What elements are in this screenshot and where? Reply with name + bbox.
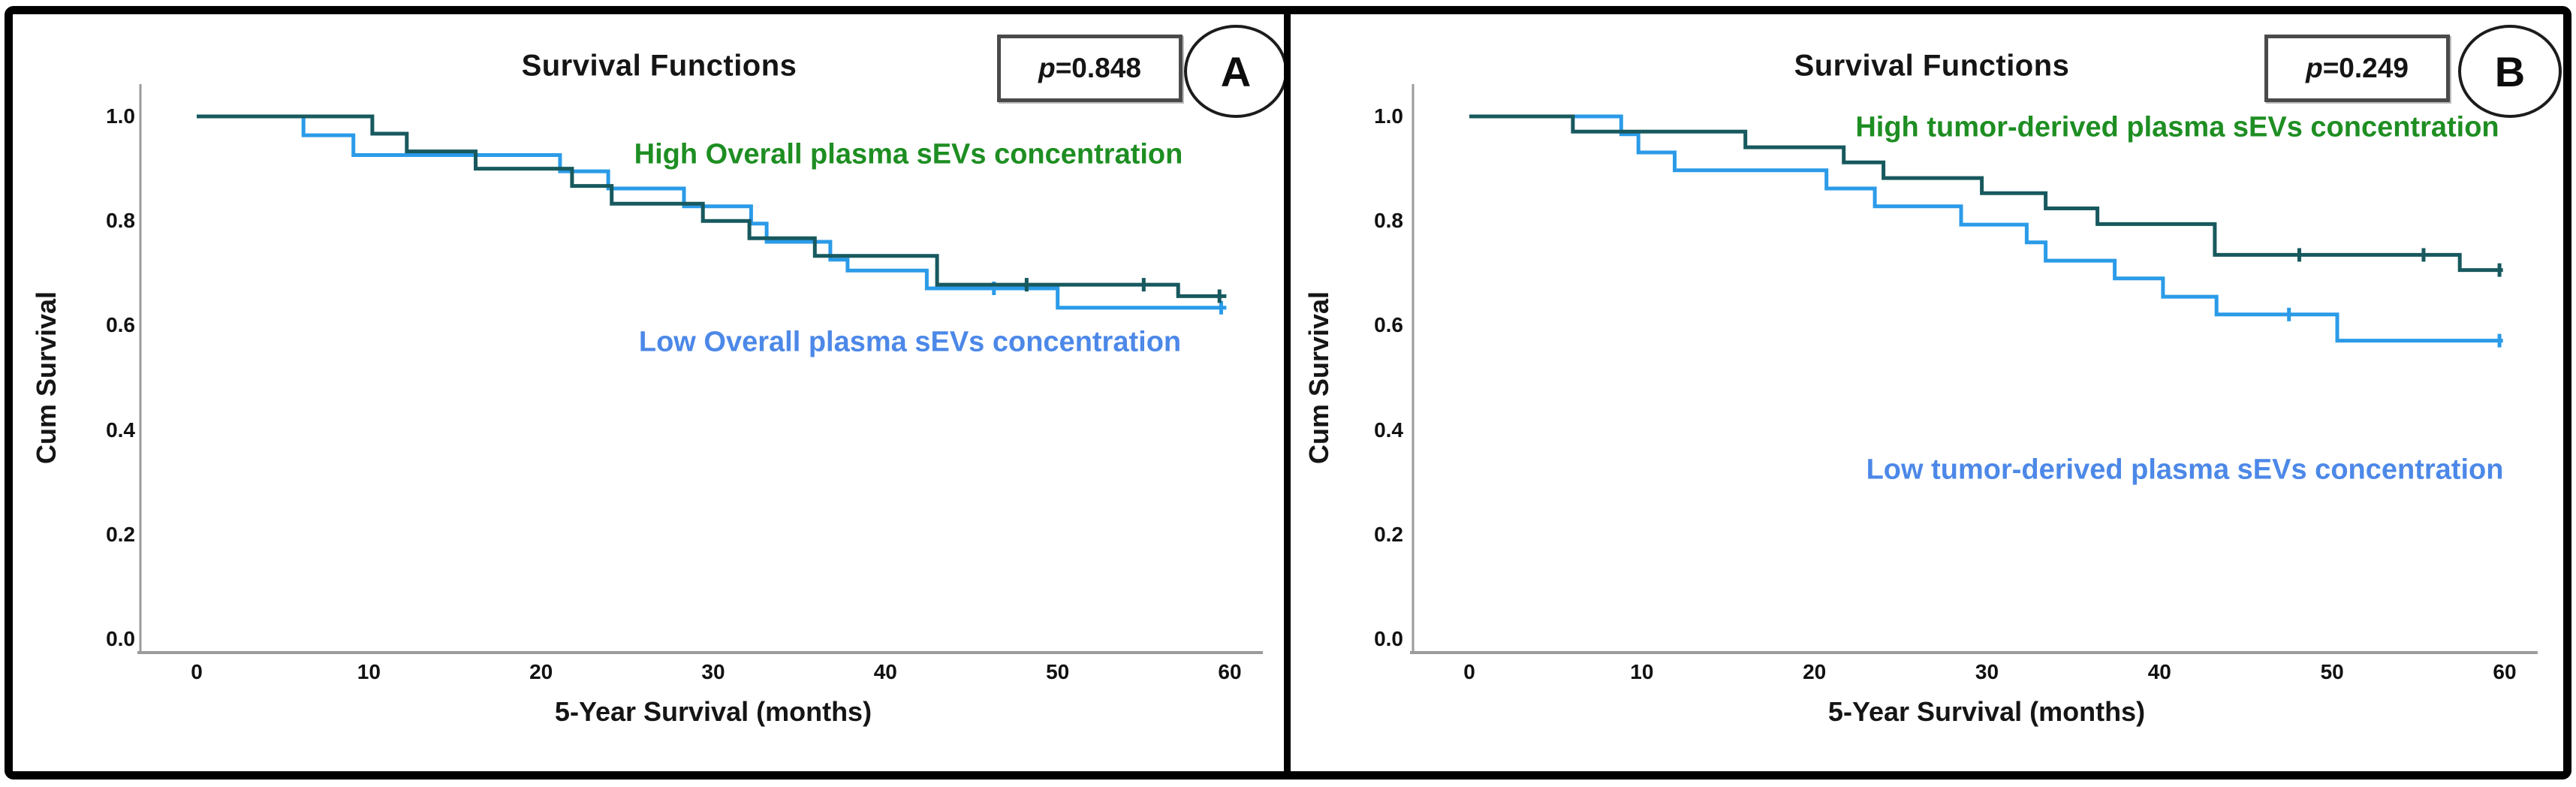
y-tick-label: 0.6 (1374, 313, 1403, 337)
survival-curve-high (1469, 114, 2503, 273)
x-tick-label: 50 (1046, 660, 1070, 683)
x-tick-label: 20 (529, 660, 553, 683)
panel-a-pvalue-box: p=0.848 (997, 35, 1183, 102)
y-tick-label: 1.0 (106, 104, 135, 128)
panel-a-legend-high: High Overall plasma sEVs concentration (634, 138, 1183, 170)
panel-divider (1284, 13, 1291, 774)
x-tick-label: 50 (2320, 660, 2344, 683)
panel-a-legend-low: Low Overall plasma sEVs concentration (638, 326, 1182, 358)
x-tick-label: 30 (701, 660, 725, 683)
y-tick-label: 0.2 (106, 522, 135, 546)
x-tick-label: 60 (2493, 660, 2517, 683)
panel-b-legend-high: High tumor-derived plasma sEVs concentra… (1855, 111, 2499, 143)
panel-a-pvalue-text: p=0.848 (1038, 53, 1141, 84)
panel-a-xaxis-title: 5-Year Survival (months) (554, 696, 872, 727)
panel-b-pvalue-box: p=0.249 (2264, 35, 2450, 102)
panel-a-yaxis-title: Cum Survival (31, 291, 62, 465)
panel-b-letter: B (2494, 47, 2526, 95)
panel-b-legend-low: Low tumor-derived plasma sEVs concentrat… (1866, 454, 2504, 486)
p-value: =0.848 (1055, 53, 1141, 83)
p-symbol: p (2306, 53, 2323, 83)
x-tick-label: 10 (357, 660, 381, 683)
survival-curve-high (197, 114, 1227, 298)
x-tick-label: 40 (2147, 660, 2171, 683)
y-tick-label: 0.4 (1374, 418, 1403, 442)
panel-b-pvalue-text: p=0.249 (2306, 53, 2409, 84)
x-tick-label: 0 (1463, 660, 1475, 683)
y-tick-label: 0.6 (106, 313, 135, 337)
y-tick-label: 1.0 (1374, 104, 1403, 128)
y-tick-label: 0.0 (106, 627, 135, 650)
y-tick-label: 0.0 (1374, 627, 1403, 650)
x-tick-label: 10 (1630, 660, 1654, 683)
x-tick-label: 0 (191, 660, 203, 683)
x-tick-label: 60 (1218, 660, 1242, 683)
y-tick-label: 0.2 (1374, 522, 1403, 546)
y-tick-label: 0.8 (106, 209, 135, 233)
x-tick-label: 20 (1803, 660, 1827, 683)
panel-b-title: Survival Functions (1794, 49, 2070, 83)
x-tick-label: 40 (873, 660, 897, 683)
panel-b-xaxis-title: 5-Year Survival (months) (1827, 696, 2146, 727)
p-value: =0.249 (2322, 53, 2409, 83)
panel-b-yaxis-title: Cum Survival (1303, 291, 1334, 465)
y-tick-label: 0.4 (106, 418, 135, 442)
survival-curve-low (197, 114, 1227, 310)
y-tick-label: 0.8 (1374, 209, 1403, 233)
panel-a-letter-badge: A (1184, 25, 1288, 118)
x-tick-label: 30 (1975, 660, 1999, 683)
p-symbol: p (1038, 53, 1056, 83)
survival-curve-low (1469, 114, 2503, 343)
panel-a-title: Survival Functions (521, 49, 797, 83)
panel-b-letter-badge: B (2458, 25, 2562, 118)
panel-a-letter: A (1220, 47, 1252, 95)
